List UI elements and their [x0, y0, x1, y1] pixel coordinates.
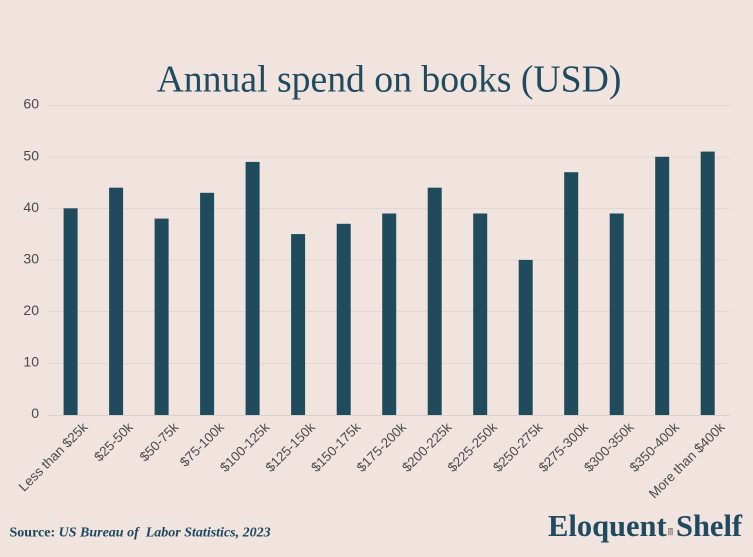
- svg-text:30: 30: [23, 250, 39, 266]
- svg-text:Source: US Bureau of Labor St: Source: US Bureau of Labor Statistics, 2…: [10, 526, 271, 541]
- svg-text:20: 20: [23, 302, 39, 318]
- svg-text:60: 60: [23, 96, 39, 112]
- svg-text:Eloquent: Eloquent: [548, 509, 667, 543]
- svg-text:Shelf: Shelf: [676, 509, 743, 543]
- svg-text:Annual spend on books (USD): Annual spend on books (USD): [157, 59, 622, 101]
- svg-text:0: 0: [31, 405, 39, 421]
- svg-text:40: 40: [23, 199, 39, 215]
- svg-text:50: 50: [23, 147, 39, 163]
- svg-text:10: 10: [23, 354, 39, 370]
